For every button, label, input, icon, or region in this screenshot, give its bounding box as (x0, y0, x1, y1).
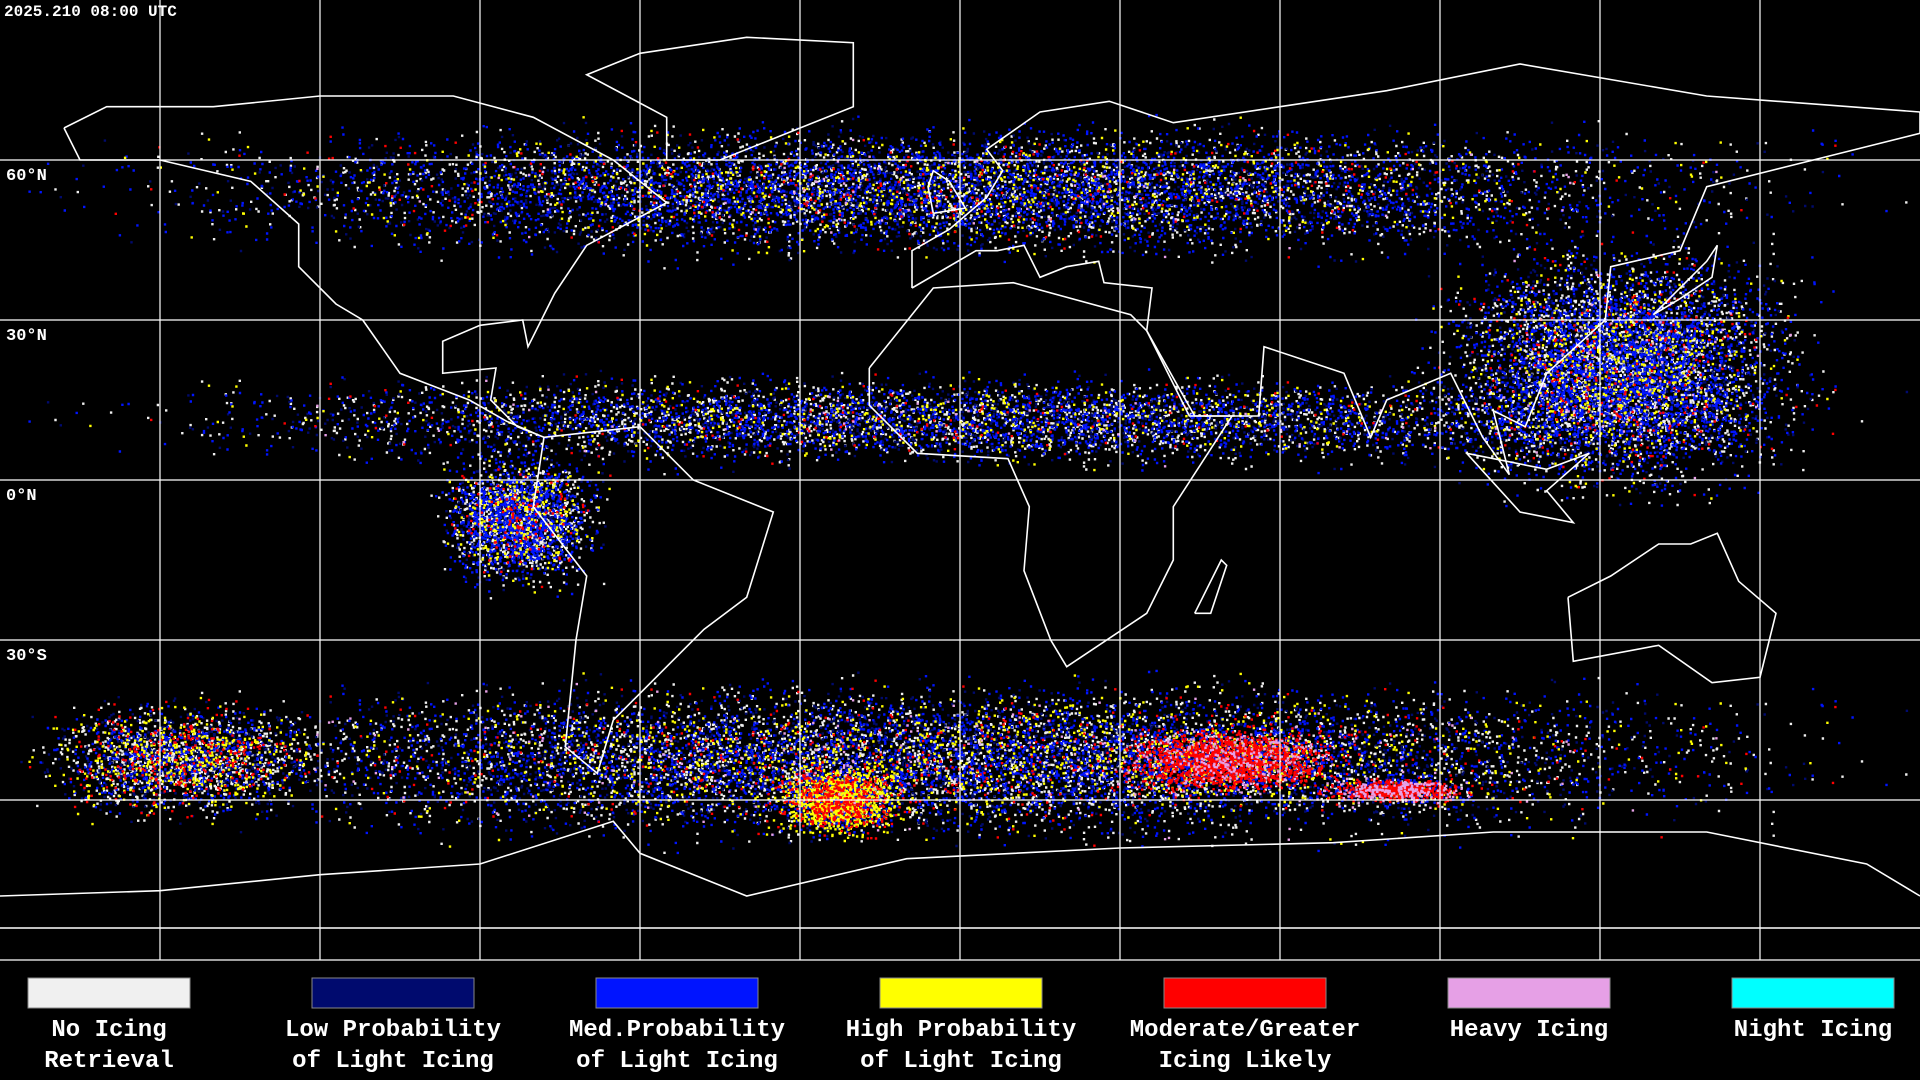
legend-swatch (595, 977, 759, 1009)
legend-label: of Light Icing (860, 1048, 1062, 1075)
legend-label: High Probability (846, 1017, 1076, 1044)
icing-speckles (20, 117, 1909, 850)
legend-label: Retrieval (44, 1048, 174, 1075)
legend-swatch (1163, 977, 1327, 1009)
latitude-label: 0°N (6, 487, 37, 506)
legend-swatch (311, 977, 475, 1009)
coastline (0, 820, 1920, 897)
legend-label: Night Icing (1734, 1017, 1892, 1044)
latitude-labels: 60°N 30°N 0°N 30°S (6, 167, 47, 666)
legend-label: Moderate/Greater (1130, 1017, 1360, 1044)
coastline (1652, 244, 1719, 316)
coastline (1567, 532, 1777, 684)
latitude-label: 30°N (6, 327, 47, 346)
timestamp: 2025.210 08:00 UTC (4, 3, 177, 21)
coastline (911, 63, 1920, 476)
coastline (1466, 452, 1590, 524)
legend-label: Med.Probability (569, 1017, 785, 1044)
legend-label: No Icing (51, 1017, 166, 1044)
coastline (868, 281, 1234, 668)
legend-swatch (27, 977, 191, 1009)
coastline (63, 95, 669, 439)
coastline (1193, 558, 1228, 615)
legend-swatch (879, 977, 1043, 1009)
legend-label: Low Probability (285, 1017, 501, 1044)
graticule (0, 0, 1920, 961)
icing-field (20, 113, 1909, 855)
legend-label: of Light Icing (576, 1048, 778, 1075)
legend-swatch (1731, 977, 1895, 1009)
legend-label: Heavy Icing (1450, 1017, 1608, 1044)
legend: No Icing Retrieval Low Probability of Light… (27, 977, 1895, 1075)
latitude-label: 60°N (6, 167, 47, 186)
coastline (532, 425, 775, 775)
legend-swatch (1447, 977, 1611, 1009)
legend-label: Icing Likely (1159, 1048, 1332, 1075)
legend-label: of Light Icing (292, 1048, 494, 1075)
latitude-label: 30°S (6, 647, 47, 666)
